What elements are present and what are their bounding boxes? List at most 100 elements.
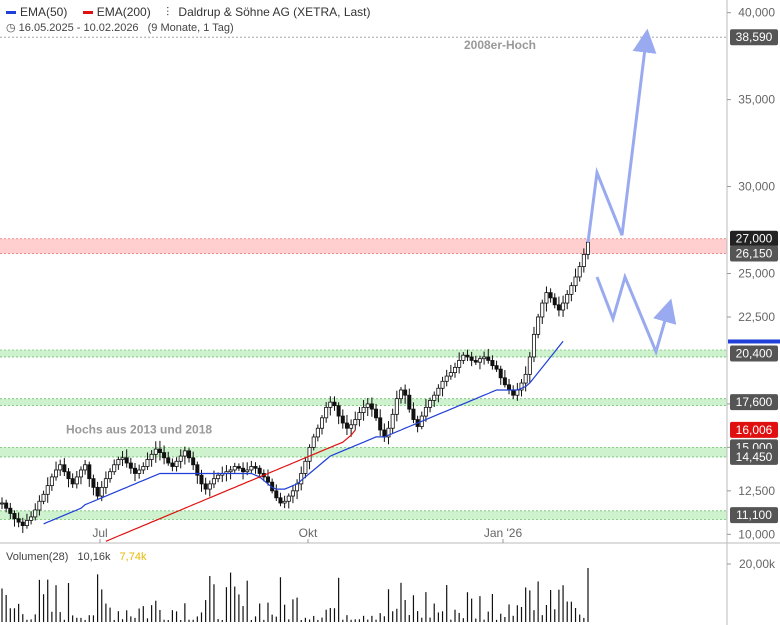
- candle-body-40: [166, 457, 171, 464]
- y-tick-label-6: 30,000: [738, 180, 775, 194]
- candle-body-124: [515, 389, 520, 396]
- candle-body-135: [561, 302, 566, 311]
- volume-legend-secondary: 7,74k: [119, 551, 147, 563]
- candle-body-23: [95, 486, 100, 497]
- candle-body-2: [8, 507, 13, 514]
- candle-body-77: [320, 417, 325, 429]
- annotation-high-2008: 2008er-Hoch: [464, 38, 536, 52]
- zone-4: [0, 510, 727, 520]
- candle-body-4: [16, 518, 21, 523]
- candle-body-109: [453, 366, 458, 374]
- candle-body-132: [548, 292, 553, 299]
- candle-body-103: [428, 400, 433, 408]
- candle-body-28: [116, 459, 121, 466]
- candle-body-43: [178, 455, 183, 462]
- candle-body-122: [507, 384, 512, 391]
- candle-body-69: [286, 495, 291, 502]
- candle-body-9: [37, 500, 42, 511]
- candle-body-58: [241, 467, 246, 473]
- candle-body-83: [344, 422, 349, 429]
- candle-body-37: [153, 448, 158, 455]
- candle-body-115: [477, 358, 482, 363]
- candle-body-13: [54, 469, 59, 478]
- candle-body-91: [378, 417, 383, 431]
- forecast-path-1: [595, 272, 677, 357]
- candle-body-137: [569, 285, 574, 295]
- x-tick-label-1: Okt: [299, 526, 318, 540]
- candle-body-78: [324, 406, 329, 419]
- candle-body-46: [191, 457, 196, 466]
- candle-body-33: [137, 469, 142, 474]
- price-badge-7: [730, 448, 778, 465]
- candle-body-42: [174, 460, 179, 467]
- candle-body-0: [0, 502, 4, 505]
- price-badge-label-4: 17,600: [736, 395, 773, 409]
- candle-body-67: [278, 497, 283, 504]
- candle-body-36: [149, 453, 154, 460]
- candle-body-111: [461, 354, 466, 361]
- candle-body-136: [565, 293, 570, 304]
- candle-body-51: [211, 478, 216, 485]
- candle-body-3: [12, 513, 17, 520]
- candle-body-80: [332, 401, 337, 407]
- price-badge-5: [730, 421, 778, 438]
- candle-body-106: [440, 380, 445, 389]
- time-axis: Jul Okt Jan '26: [92, 526, 522, 543]
- candle-body-119: [494, 365, 499, 370]
- annotation-highs-2013-2018: Hochs aus 2013 und 2018: [66, 422, 212, 436]
- candle-body-24: [99, 486, 104, 497]
- candle-body-25: [103, 478, 108, 488]
- candle-body-44: [182, 450, 187, 457]
- instrument-label: Daldrup & Söhne AG (XETRA, Last): [178, 5, 371, 19]
- candle-body-31: [128, 462, 133, 469]
- candle-body-41: [170, 462, 175, 467]
- zone-1: [0, 350, 727, 357]
- price-candles: [0, 238, 591, 533]
- candle-body-48: [199, 474, 204, 485]
- candle-body-133: [552, 297, 557, 306]
- candle-body-105: [436, 387, 441, 396]
- candle-body-8: [33, 509, 38, 518]
- price-badge-label-3: 20,400: [736, 346, 773, 360]
- candle-body-79: [328, 401, 333, 408]
- candle-body-114: [473, 360, 478, 363]
- candle-body-76: [315, 427, 320, 438]
- candle-body-110: [457, 360, 462, 368]
- candle-body-59: [245, 469, 250, 473]
- candle-body-141: [586, 241, 591, 255]
- candle-body-99: [411, 408, 416, 420]
- candle-body-49: [203, 483, 208, 490]
- candle-body-120: [498, 368, 503, 379]
- volume-panel: 20,00k: [1, 557, 776, 622]
- candle-body-123: [511, 389, 516, 396]
- candle-body-66: [274, 490, 279, 499]
- price-badge-label-1: 27,000: [736, 232, 773, 246]
- y-tick-label-8: 40,000: [738, 6, 775, 20]
- candlestick-icon: ⫶: [166, 5, 170, 19]
- candle-body-14: [58, 464, 63, 471]
- candle-body-128: [531, 333, 536, 358]
- candle-body-87: [361, 406, 366, 413]
- forecast-path-0: [586, 28, 657, 243]
- volume-legend: Volumen(28) 10,16k 7,74k: [6, 551, 147, 563]
- y-tick-label-1: 12,500: [738, 484, 775, 498]
- candle-body-75: [311, 436, 316, 448]
- chart-legend: EMA(50) EMA(200) ⫶ Daldrup & Söhne AG (X…: [6, 4, 377, 20]
- candle-body-116: [482, 356, 487, 360]
- candle-body-56: [232, 466, 237, 471]
- candle-body-52: [216, 474, 221, 480]
- candle-body-45: [187, 450, 192, 459]
- candle-body-108: [448, 372, 453, 377]
- candle-body-5: [20, 521, 25, 527]
- candle-body-35: [145, 459, 150, 467]
- ema200-legend: EMA(200): [82, 5, 157, 19]
- candle-body-61: [253, 466, 258, 469]
- candle-body-29: [120, 457, 125, 460]
- candle-body-57: [236, 466, 241, 469]
- candle-body-90: [374, 408, 379, 419]
- price-badge-label-0: 38,590: [736, 30, 773, 44]
- price-badge-label-5: 16,006: [736, 423, 773, 437]
- volume-tick-label: 20,00k: [739, 557, 776, 571]
- ema200-line: [105, 429, 356, 542]
